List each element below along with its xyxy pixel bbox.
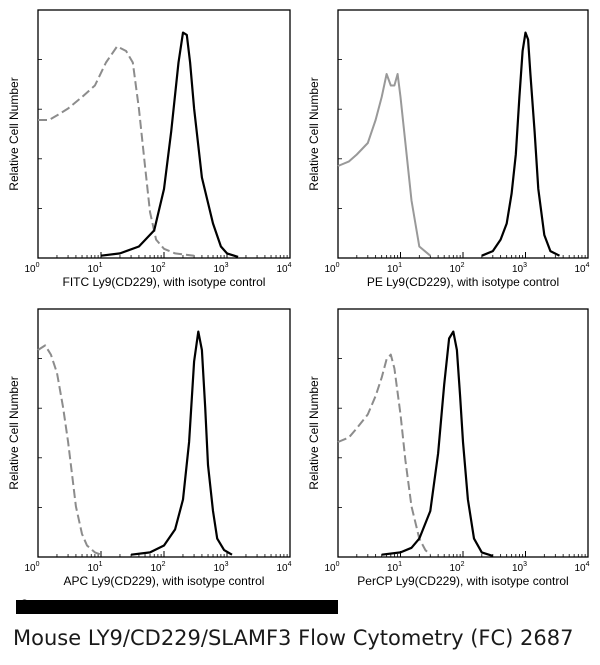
isotype-control-line <box>337 73 431 257</box>
x-tick-label: 103 <box>213 561 228 574</box>
x-axis-label: FITC Ly9(CD229), with isotype control <box>63 275 266 289</box>
x-tick-label: 102 <box>150 561 165 574</box>
x-tick-label: 104 <box>574 561 589 574</box>
copyright-symbol: © <box>18 598 31 613</box>
x-tick-label: 103 <box>512 561 527 574</box>
y-axis-label: Relative Cell Number <box>7 376 21 489</box>
chart-panel-1: 100 101 102 103 104 FITC Ly9(CD229), with iso… <box>7 9 292 289</box>
x-axis-label: PE Ly9(CD229), with isotype control <box>367 275 559 289</box>
chart-panel-3: 100 101 102 103 104 APC Ly9(CD229), with isot… <box>7 308 292 588</box>
x-tick-label: 103 <box>512 262 527 275</box>
chart-panel-2: 100 101 102 103 104 PE Ly9(CD229), with isoty… <box>307 9 590 289</box>
plot-frame <box>337 9 589 259</box>
x-tick-label: 102 <box>150 262 165 275</box>
x-tick-label: 102 <box>449 262 464 275</box>
x-tick-label: 103 <box>213 262 228 275</box>
antibody-histogram-line <box>130 330 233 556</box>
plot-frame <box>37 9 291 259</box>
x-tick-label: 100 <box>24 561 39 574</box>
x-tick-label: 101 <box>87 561 102 574</box>
isotype-control-line <box>37 344 102 556</box>
x-tick-label: 100 <box>324 561 339 574</box>
x-tick-label: 100 <box>24 262 39 275</box>
x-tick-label: 101 <box>387 561 402 574</box>
isotype-control-line <box>38 45 195 257</box>
x-axis-label: APC Ly9(CD229), with isotype control <box>64 574 265 588</box>
x-tick-label: 101 <box>87 262 102 275</box>
x-tick-label: 104 <box>276 262 291 275</box>
x-tick-label: 104 <box>574 262 589 275</box>
y-axis-label: Relative Cell Number <box>307 376 321 489</box>
x-tick-label: 102 <box>449 561 464 574</box>
y-axis-label: Relative Cell Number <box>307 77 321 190</box>
x-tick-label: 100 <box>324 262 339 275</box>
x-tick-label: 104 <box>276 561 291 574</box>
x-axis-label: PerCP Ly9(CD229), with isotype control <box>357 574 568 588</box>
copyright-redaction-bar <box>16 600 338 614</box>
antibody-histogram-line <box>100 31 239 258</box>
y-axis-label: Relative Cell Number <box>7 77 21 190</box>
figure-caption: Mouse LY9/CD229/SLAMF3 Flow Cytometry (F… <box>13 626 574 650</box>
antibody-histogram-line <box>481 31 560 257</box>
plot-frame <box>37 308 291 558</box>
x-tick-label: 101 <box>387 262 402 275</box>
chart-panel-4: 100 101 102 103 104 PerCP Ly9(CD229), with is… <box>307 308 590 588</box>
antibody-histogram-line <box>381 330 494 557</box>
isotype-control-line <box>337 353 431 556</box>
